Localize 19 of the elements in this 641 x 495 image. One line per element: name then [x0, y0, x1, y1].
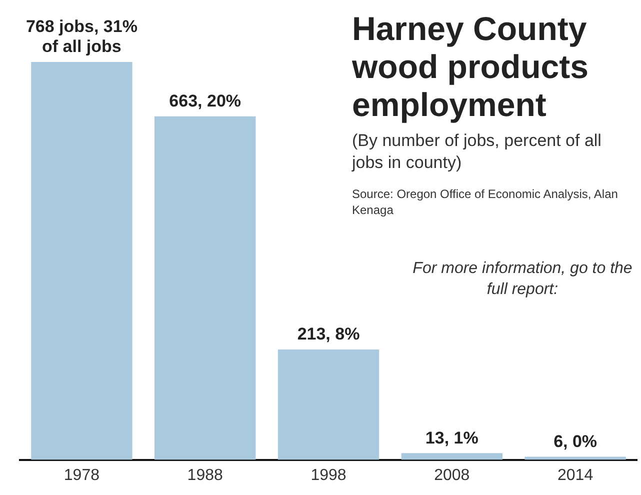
annotation: For more information, go to the full report: — [412, 259, 634, 300]
bar — [154, 116, 256, 460]
bar — [524, 456, 626, 460]
x-tick-label: 2008 — [434, 466, 470, 484]
bar — [401, 453, 502, 460]
annotation: Source: Oregon Office of Economic Analysis, Alan Kenaga — [352, 186, 619, 218]
chart-title: Harney County wood products employment — [352, 10, 590, 124]
x-tick-label: 1988 — [187, 466, 223, 484]
text: (By number of jobs, percent of all jobs in county) — [352, 130, 602, 174]
data-label: 13, 1% — [425, 428, 478, 448]
x-tick-label: 1978 — [64, 466, 100, 484]
data-label: 213, 8% — [297, 324, 360, 344]
data-label: 768 jobs, 31% of all jobs — [26, 17, 138, 56]
data-label: 6, 0% — [554, 432, 598, 451]
x-tick-label: 2014 — [558, 466, 594, 484]
bar — [31, 62, 132, 460]
x-tick-label: 1998 — [310, 466, 346, 484]
data-label: 663, 20% — [169, 92, 242, 111]
bar — [278, 349, 380, 460]
